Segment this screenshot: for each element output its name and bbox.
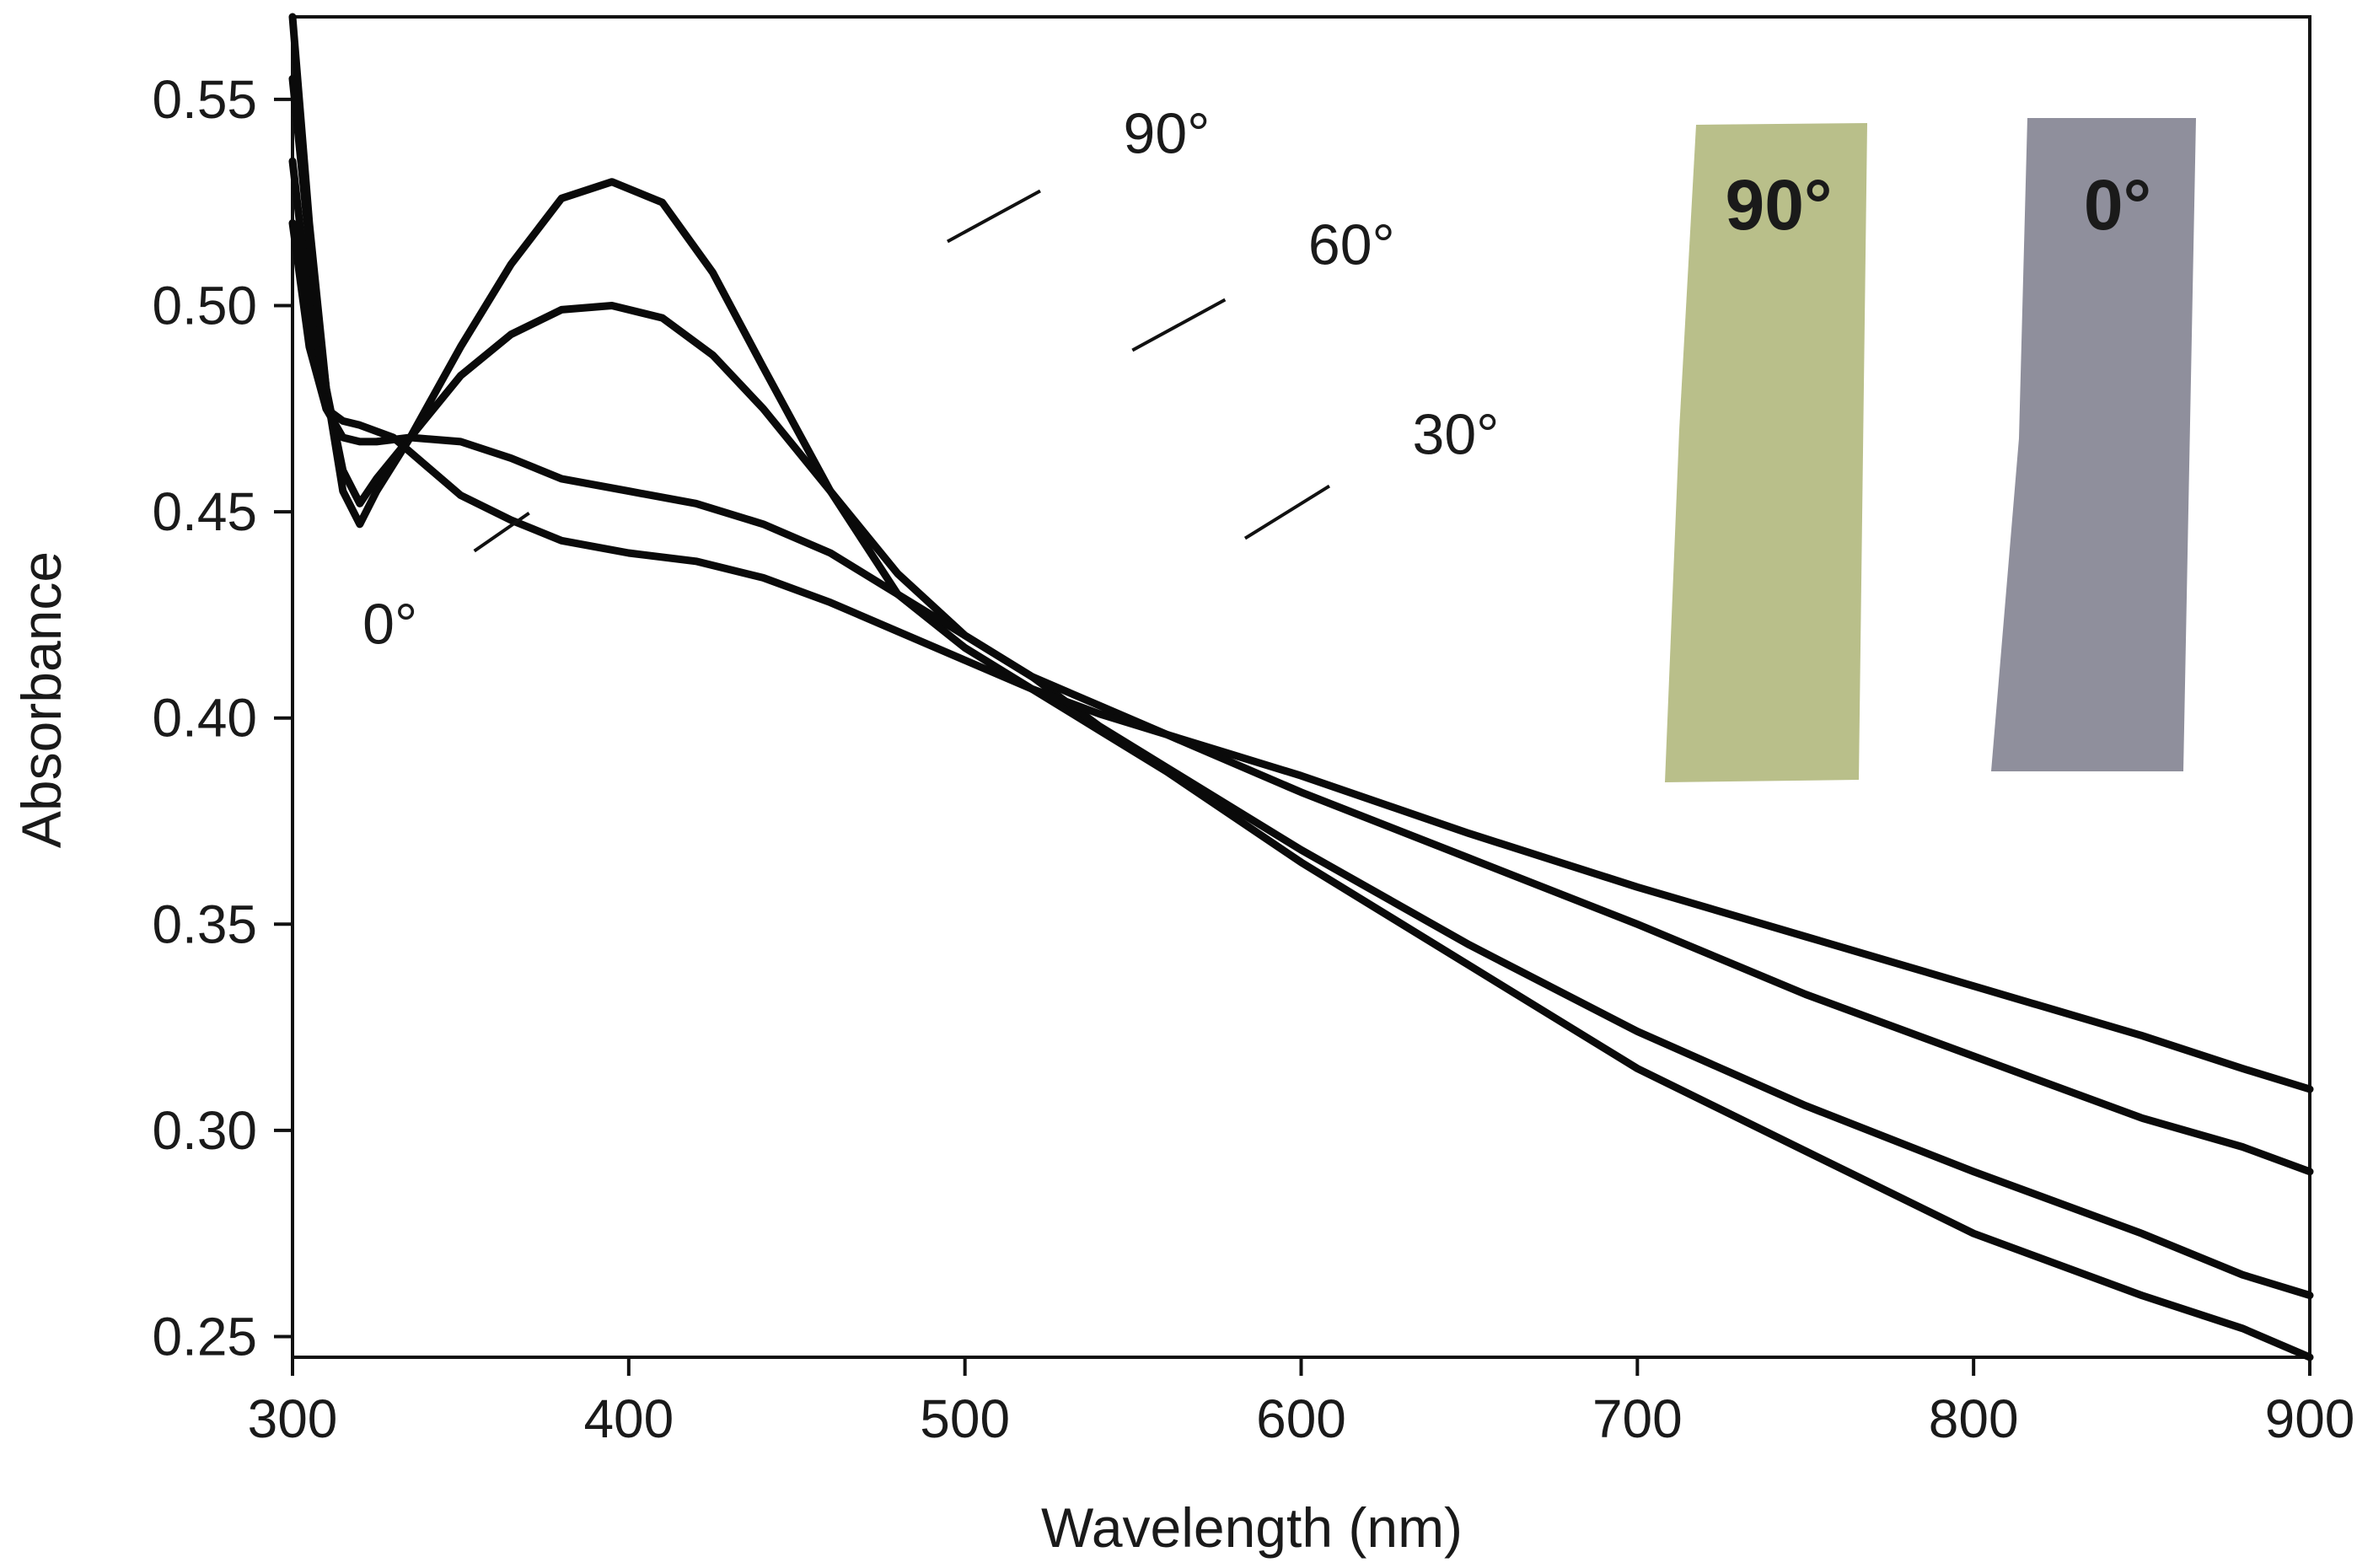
x-tick-label: 900 (2265, 1388, 2355, 1449)
y-tick-label: 0.25 (152, 1307, 257, 1367)
y-tick-label: 0.50 (152, 275, 257, 336)
sample-strip-label-0: 90° (1725, 165, 1832, 244)
y-tick-label: 0.55 (152, 69, 257, 130)
sample-strip-0 (1665, 123, 1867, 782)
series-leader-0 (947, 189, 1041, 244)
x-axis-title: Wavelength (nm) (1041, 1496, 1463, 1559)
series-leader-1 (1131, 298, 1227, 352)
y-tick-label: 0.40 (152, 688, 257, 749)
plot-axes: 300 400 500 600 700 800 900 0.25 0.30 0.35 0.40 0.4… (152, 15, 2355, 1449)
series-label-2: 30° (1413, 403, 1500, 467)
x-tick-label: 400 (583, 1388, 674, 1449)
series-leader-2 (1243, 484, 1331, 540)
x-tick-label: 300 (248, 1388, 338, 1449)
series-line-0 (288, 13, 2314, 1361)
series-leader-3 (473, 511, 530, 553)
sample-strip-1 (1991, 118, 2196, 771)
y-axis-title: Absorbance (10, 551, 72, 848)
series-label-3: 0° (362, 593, 417, 657)
y-tick-label: 0.45 (152, 481, 257, 542)
sample-strip-label-1: 0° (2084, 165, 2151, 244)
plot-series (288, 13, 2314, 1361)
x-tick-label: 800 (1929, 1388, 2019, 1449)
x-tick-label: 500 (920, 1388, 1010, 1449)
series-callouts: 90° 60° 30° 0° (362, 101, 1499, 656)
series-line-2 (288, 157, 2314, 1176)
y-tick-label: 0.35 (152, 894, 257, 954)
series-label-1: 60° (1308, 213, 1395, 277)
series-label-0: 90° (1124, 101, 1211, 165)
y-tick-label: 0.30 (152, 1100, 257, 1161)
sample-photos-inset: 90° 0° (1665, 118, 2196, 782)
x-tick-label: 600 (1256, 1388, 1346, 1449)
series-line-3 (288, 219, 2314, 1093)
series-line-1 (288, 74, 2314, 1300)
x-tick-label: 700 (1592, 1388, 1683, 1449)
